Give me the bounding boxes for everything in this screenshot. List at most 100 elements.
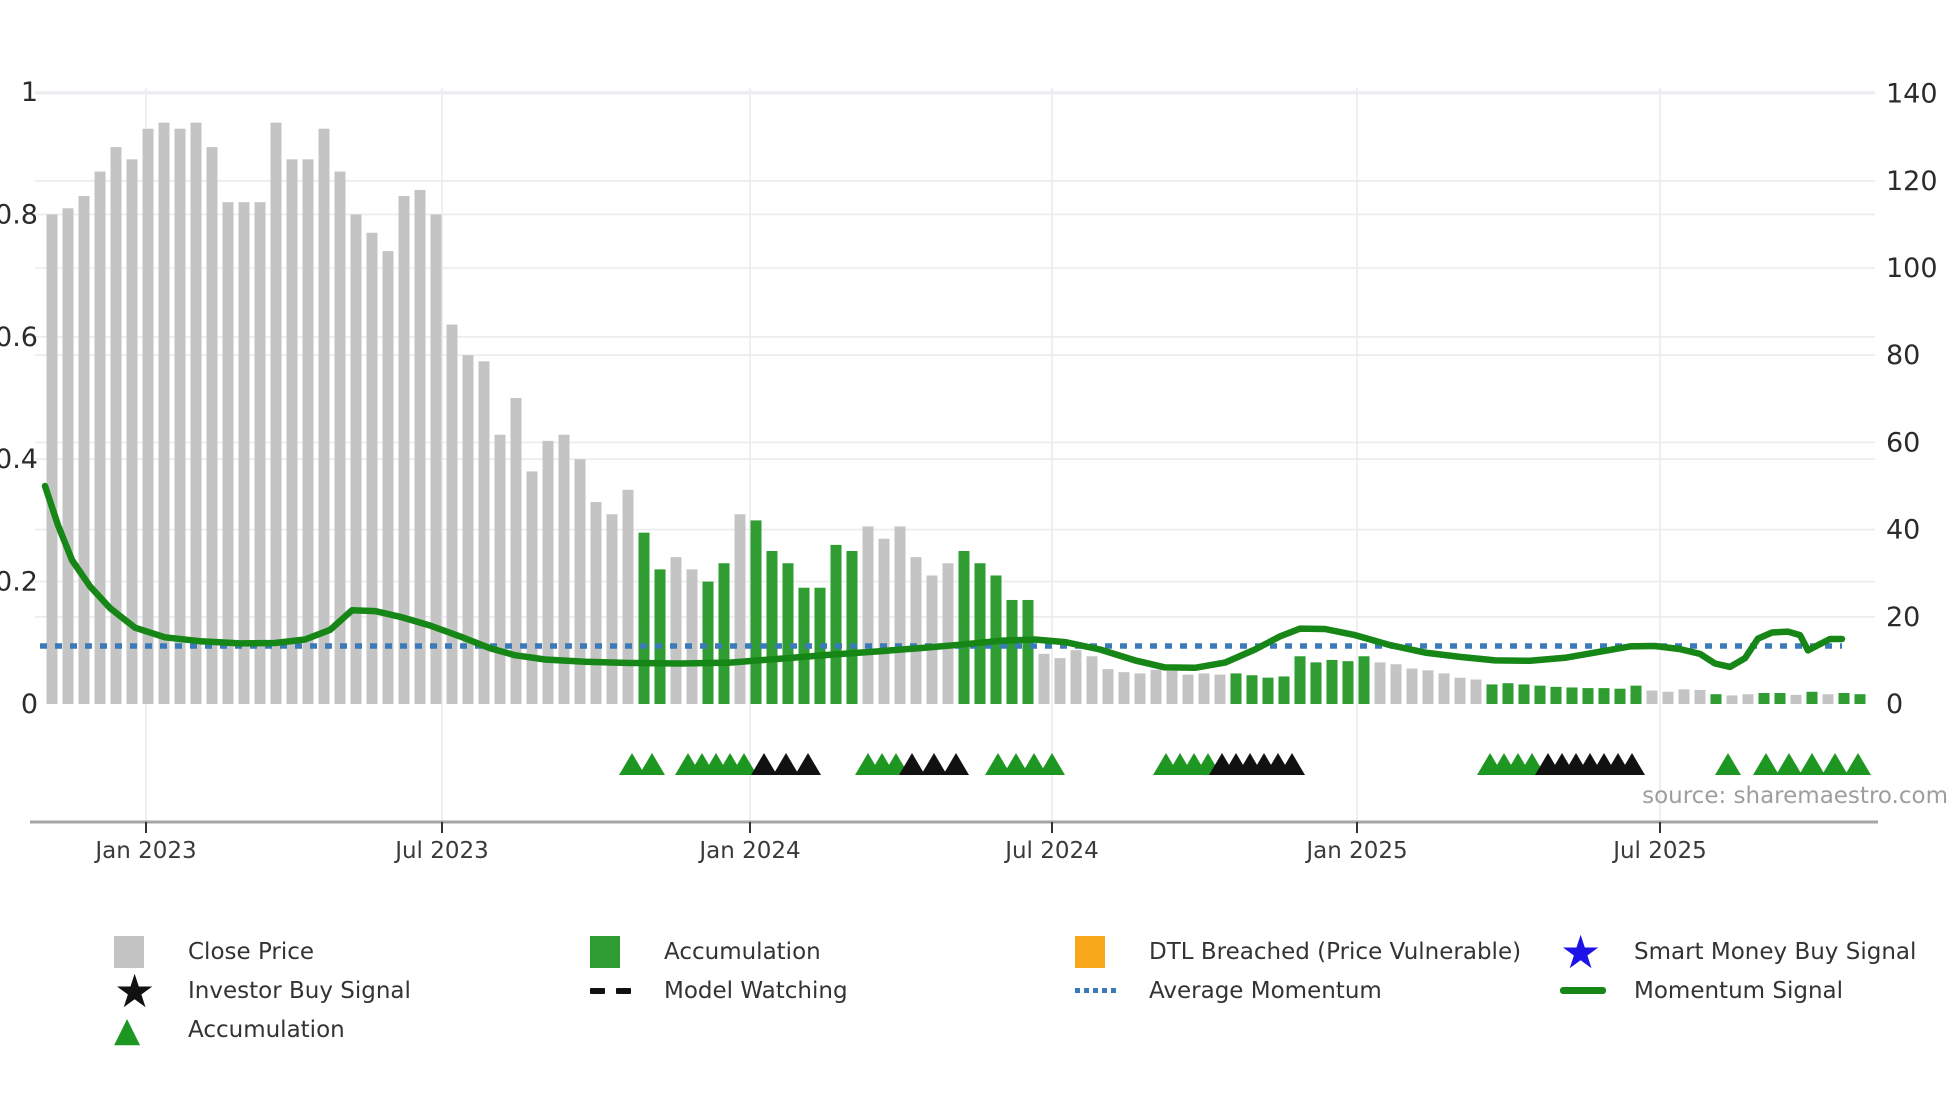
investor-buy-marker	[921, 753, 947, 775]
signal-lines	[40, 482, 1846, 672]
close-price-bar	[910, 557, 922, 704]
close-price-bar	[670, 557, 682, 704]
accumulation-bar	[1262, 677, 1274, 704]
close-price-bar	[1694, 689, 1706, 704]
close-price-bar	[734, 514, 746, 704]
legend-square-swatch	[590, 935, 642, 968]
y-axis-left-label: 0.2	[0, 567, 38, 598]
investor-buy-marker	[1279, 753, 1305, 775]
legend-label: Model Watching	[664, 977, 848, 1004]
close-price-bar	[238, 202, 250, 704]
close-price-bar	[494, 434, 506, 704]
close-price-bar	[1214, 674, 1226, 704]
accumulation-marker	[731, 753, 757, 775]
dashed-line-icon	[590, 987, 631, 994]
close-price-bar	[942, 563, 954, 704]
close-price-bar	[542, 440, 554, 704]
close-price-bar	[222, 202, 234, 704]
close-price-bar	[286, 159, 298, 704]
legend-label: Momentum Signal	[1634, 977, 1844, 1004]
legend-item: Average Momentum	[1075, 971, 1521, 1010]
square-icon	[590, 935, 620, 968]
close-price-bar	[302, 159, 314, 704]
y-axis-right-label: 20	[1886, 602, 1920, 633]
y-axis-left-label: 0	[21, 689, 38, 720]
close-price-bar	[446, 324, 458, 704]
legend-star-swatch: ★	[114, 963, 166, 1018]
close-price-bar	[1166, 670, 1178, 704]
legend-star-swatch: ★	[1560, 929, 1612, 975]
accumulation-marker	[1021, 753, 1047, 775]
legend-label: Accumulation	[188, 1016, 345, 1043]
accumulation-marker	[985, 753, 1011, 775]
chart-canvas: source: sharemaestro.com Jan 2023 Jul 202…	[0, 77, 1948, 864]
investor-buy-marker	[773, 753, 799, 775]
close-price-bar	[1470, 679, 1482, 704]
legend-item: Accumulation	[590, 932, 848, 971]
y-axis-left-label: 0.4	[0, 444, 38, 475]
accumulation-bar	[1022, 599, 1034, 704]
source-credit: source: sharemaestro.com	[1642, 783, 1948, 809]
investor-buy-marker	[943, 753, 969, 775]
close-price-bar	[1182, 674, 1194, 704]
close-price-bar	[1086, 656, 1098, 704]
accumulation-marker	[1845, 753, 1871, 775]
legend-square-swatch	[1075, 935, 1127, 968]
close-price-bar	[78, 196, 90, 705]
close-price-bar	[1150, 669, 1162, 704]
close-price-bar	[174, 128, 186, 705]
close-price-bar	[1726, 695, 1738, 704]
close-price-bar	[94, 171, 106, 704]
accumulation-bar	[1294, 656, 1306, 704]
accumulation-marker	[1822, 753, 1848, 775]
accumulation-bar	[846, 551, 858, 704]
square-icon	[114, 935, 144, 968]
close-price-bar	[1038, 653, 1050, 704]
y-axis-right-label: 120	[1886, 166, 1938, 197]
accumulation-marker	[1799, 753, 1825, 775]
legend-column: ★ Smart Money Buy Signal Momentum Signal	[1560, 929, 1917, 1010]
accumulation-bar	[1838, 692, 1850, 704]
close-price-bar	[1198, 673, 1210, 704]
legend-dotted-line-swatch	[1075, 988, 1127, 993]
accumulation-bar	[1566, 687, 1578, 704]
accumulation-bar	[1342, 661, 1354, 704]
legend-label: DTL Breached (Price Vulnerable)	[1149, 938, 1522, 965]
accumulation-bar	[1534, 685, 1546, 704]
accumulation-bar	[1854, 694, 1866, 704]
close-price-bar	[1374, 662, 1386, 704]
close-price-bar	[334, 171, 346, 704]
close-price-bar	[1822, 694, 1834, 704]
star-icon: ★	[114, 963, 156, 1018]
accumulation-marker	[1003, 753, 1029, 775]
y-axis-right-label: 100	[1886, 253, 1938, 284]
momentum-signal-line	[41, 482, 1846, 672]
accumulation-bar	[1486, 684, 1498, 704]
accumulation-bar	[1246, 675, 1258, 704]
legend-label: Smart Money Buy Signal	[1634, 938, 1917, 965]
y-axis-right-label: 0	[1886, 689, 1903, 720]
accumulation-bar	[1310, 662, 1322, 704]
accumulation-bar	[958, 551, 970, 704]
legend-item: Momentum Signal	[1560, 971, 1916, 1010]
close-price-bar	[254, 202, 266, 704]
accumulation-marker	[1039, 753, 1065, 775]
legend-item: Model Watching	[590, 971, 848, 1010]
close-price-bar	[558, 434, 570, 704]
close-price-bar	[190, 122, 202, 705]
legend-column: DTL Breached (Price Vulnerable) Average M…	[1075, 932, 1521, 1010]
accumulation-marker	[1715, 753, 1741, 775]
accumulation-bar	[654, 569, 666, 704]
chart-legend: Close Price ★ Investor Buy Signal ▲ Accumula…	[0, 929, 1960, 1062]
close-price-bar	[894, 526, 906, 704]
y-axis-left-label: 0.8	[0, 199, 38, 230]
close-price-bar	[686, 569, 698, 704]
close-price-bar	[382, 251, 394, 704]
close-price-bar	[1422, 670, 1434, 704]
axes: Jan 2023 Jul 2023 Jan 2024 Jul 2024 Jan 2025…	[0, 77, 1938, 864]
accumulation-bar	[1278, 676, 1290, 704]
close-price-bar	[126, 159, 138, 704]
close-price-bar	[1678, 689, 1690, 704]
x-axis-tick-label: Jan 2023	[93, 838, 196, 864]
solid-line-icon	[1560, 987, 1606, 994]
